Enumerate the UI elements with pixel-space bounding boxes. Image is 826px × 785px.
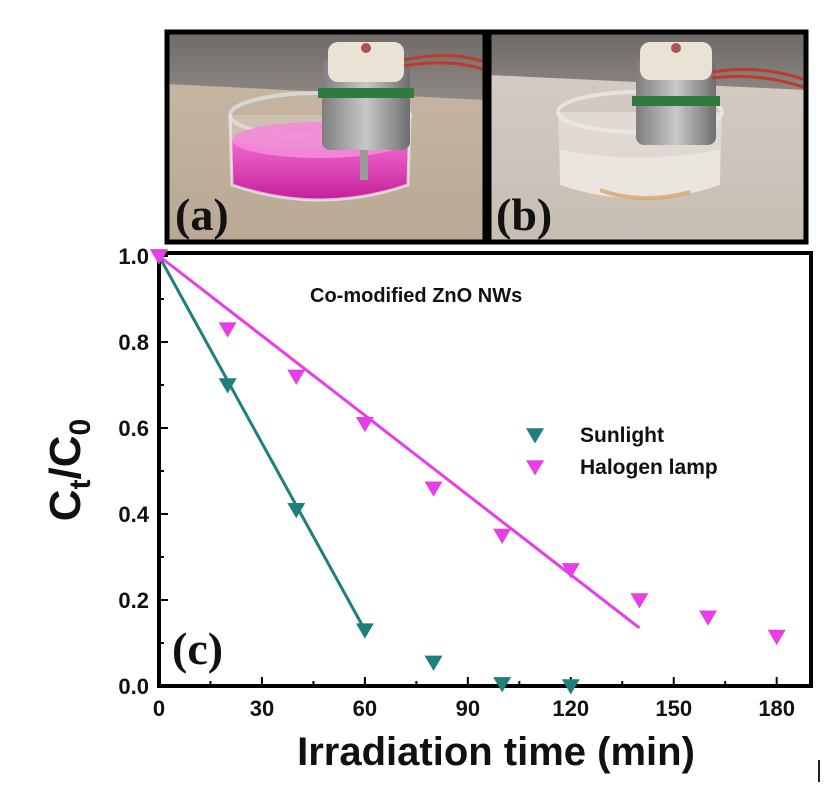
panel-a-label: (a) (175, 189, 229, 240)
data-point-series-1 (355, 416, 374, 433)
y-tick-label: 0.6 (118, 416, 149, 441)
x-tick-label: 150 (655, 696, 692, 721)
y-tick-label: 0.4 (118, 502, 149, 527)
fit-line-series-1 (158, 254, 641, 630)
x-tick-label: 60 (353, 696, 377, 721)
data-point-series-0 (287, 502, 306, 519)
y-tick-label: 0.0 (118, 674, 149, 699)
photo-panel-b (486, 29, 809, 245)
legend-marker-series-1 (526, 460, 544, 476)
data-point-series-1 (493, 528, 512, 545)
legend-label-series-1: Halogen lamp (580, 456, 718, 479)
plot-area: 0 30 60 90 120 150 180 0.0 0.2 0.4 0.6 0.8 1.0 Sunlig… (118, 244, 795, 721)
data-point-series-1 (561, 563, 580, 579)
edge-mark (818, 760, 820, 782)
data-point-series-1 (699, 610, 718, 626)
data-point-series-1 (287, 369, 306, 385)
fit-line-series-0 (157, 255, 367, 631)
y-axis-label: Ct/C0 (41, 419, 97, 521)
y-axis-label-sub1: t (64, 479, 97, 489)
panel-c-label: (c) (172, 623, 223, 674)
y-axis-label-main: C (41, 489, 90, 521)
y-axis-label-slash: /C (41, 435, 90, 479)
x-axis-label: Irradiation time (min) (297, 730, 695, 774)
y-tick-label: 0.8 (118, 330, 149, 355)
x-tick-label: 0 (153, 696, 165, 721)
data-point-series-1 (424, 481, 443, 497)
y-tick-label: 0.2 (118, 588, 149, 613)
photo-panel-a (164, 29, 488, 245)
data-point-series-0 (424, 655, 443, 671)
chart-title: Co-modified ZnO NWs (310, 285, 522, 307)
data-point-series-1 (218, 322, 237, 338)
data-point-series-1 (767, 629, 786, 646)
y-tick-label: 1.0 (118, 244, 149, 269)
x-tick-label: 180 (758, 696, 795, 721)
legend-marker-series-0 (526, 428, 544, 444)
data-point-series-1 (150, 249, 168, 265)
data-point-series-0 (218, 378, 237, 394)
x-tick-label: 90 (456, 696, 480, 721)
legend-label-series-0: Sunlight (580, 424, 664, 447)
x-tick-label: 120 (552, 696, 589, 721)
x-tick-label: 30 (250, 696, 274, 721)
data-point-series-0 (355, 623, 374, 639)
panel-b-label: (b) (496, 189, 552, 240)
data-point-series-0 (561, 679, 580, 695)
data-point-series-0 (493, 677, 512, 693)
data-point-series-1 (630, 593, 649, 609)
y-axis-label-sub2: 0 (64, 419, 97, 436)
